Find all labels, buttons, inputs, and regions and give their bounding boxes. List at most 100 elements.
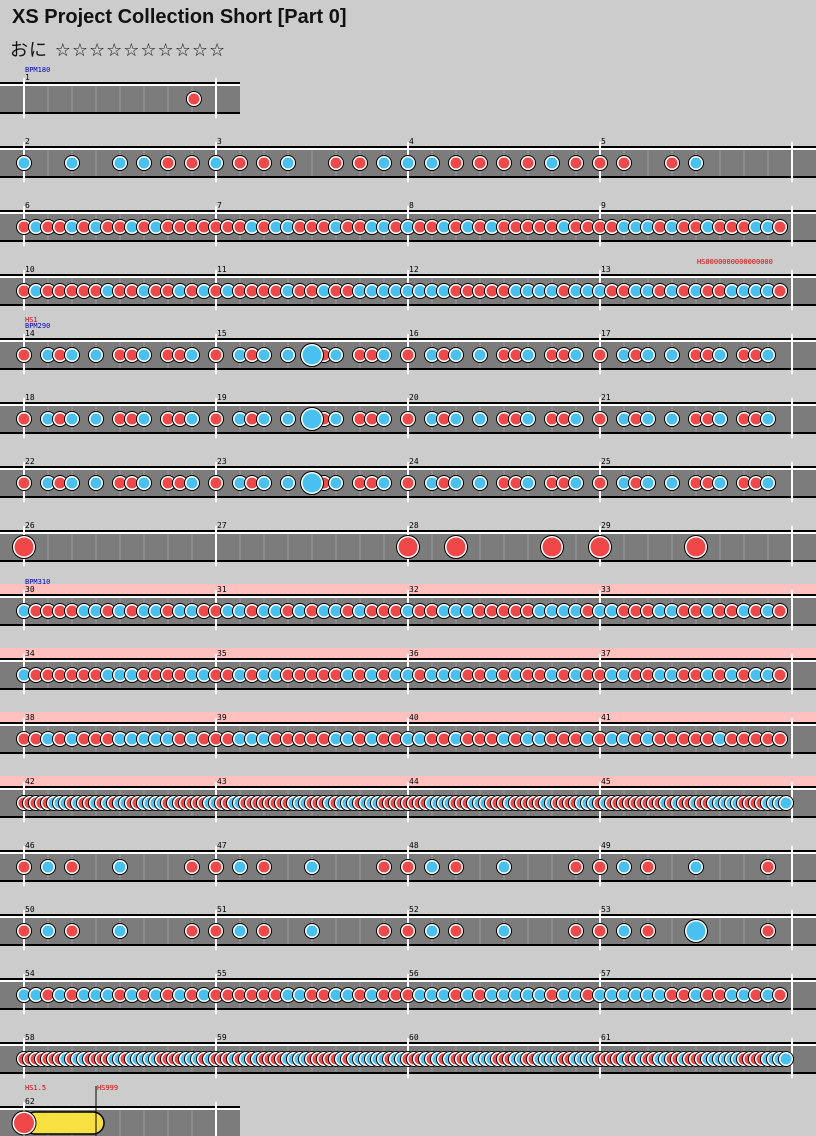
don-note bbox=[618, 285, 630, 297]
don-note bbox=[18, 349, 30, 361]
ka-note bbox=[686, 921, 706, 941]
measure-number: 8 bbox=[409, 201, 414, 210]
measure-number: 59 bbox=[217, 1033, 227, 1042]
don-note bbox=[726, 605, 738, 617]
don-note bbox=[42, 669, 54, 681]
don-note bbox=[258, 221, 270, 233]
ka-note bbox=[66, 349, 78, 361]
measure-number: 2 bbox=[25, 137, 30, 146]
don-note bbox=[486, 605, 498, 617]
ka-note bbox=[258, 669, 270, 681]
ka-note bbox=[126, 989, 138, 1001]
don-note bbox=[258, 285, 270, 297]
don-note bbox=[750, 413, 762, 425]
ka-note bbox=[570, 989, 582, 1001]
don-note bbox=[582, 989, 594, 1001]
don-note bbox=[630, 413, 642, 425]
don-note bbox=[354, 221, 366, 233]
ka-note bbox=[42, 861, 54, 873]
don-note bbox=[750, 349, 762, 361]
measure-number: 49 bbox=[601, 841, 611, 850]
don-note bbox=[222, 669, 234, 681]
ka-note bbox=[186, 413, 198, 425]
don-note bbox=[294, 285, 306, 297]
measure-number: 4 bbox=[409, 137, 414, 146]
ka-note bbox=[594, 605, 606, 617]
don-note bbox=[690, 221, 702, 233]
ka-note bbox=[474, 477, 486, 489]
ka-note bbox=[642, 285, 654, 297]
measure-number: 42 bbox=[25, 777, 35, 786]
don-note bbox=[54, 285, 66, 297]
don-note bbox=[246, 669, 258, 681]
ka-note bbox=[234, 605, 246, 617]
measure-number: 23 bbox=[217, 457, 227, 466]
ka-note bbox=[18, 157, 30, 169]
ka-note bbox=[438, 669, 450, 681]
ka-note bbox=[606, 989, 618, 1001]
don-note bbox=[594, 861, 606, 873]
don-note bbox=[306, 733, 318, 745]
don-note bbox=[402, 989, 414, 1001]
don-note bbox=[570, 925, 582, 937]
don-note bbox=[438, 413, 450, 425]
don-note bbox=[114, 413, 126, 425]
scroll-mark: BPM180 bbox=[25, 66, 50, 74]
ka-note bbox=[762, 477, 774, 489]
don-note bbox=[114, 477, 126, 489]
ka-note bbox=[66, 477, 78, 489]
ka-note bbox=[780, 1053, 792, 1065]
ka-note bbox=[414, 733, 426, 745]
scroll-mark: HS1.5 bbox=[25, 1084, 46, 1092]
ka-note bbox=[654, 605, 666, 617]
lane-top-border bbox=[0, 82, 240, 84]
don-note bbox=[642, 861, 654, 873]
ka-note bbox=[426, 925, 438, 937]
measure-number: 55 bbox=[217, 969, 227, 978]
measure-number: 13 bbox=[601, 265, 611, 274]
don-note bbox=[318, 221, 330, 233]
don-note bbox=[354, 733, 366, 745]
ka-note bbox=[66, 157, 78, 169]
don-note bbox=[558, 349, 570, 361]
scroll-mark: BPM310 bbox=[25, 578, 50, 586]
don-note bbox=[66, 669, 78, 681]
don-note bbox=[378, 925, 390, 937]
ka-note bbox=[186, 349, 198, 361]
ka-note bbox=[498, 925, 510, 937]
don-note bbox=[390, 605, 402, 617]
ka-note bbox=[642, 477, 654, 489]
ka-note bbox=[522, 285, 534, 297]
don-note bbox=[630, 349, 642, 361]
ka-note bbox=[66, 733, 78, 745]
ka-note bbox=[30, 989, 42, 1001]
scroll-mark: BPM290 bbox=[25, 322, 50, 330]
ka-note bbox=[186, 733, 198, 745]
don-note bbox=[162, 285, 174, 297]
don-note bbox=[630, 605, 642, 617]
ka-note bbox=[426, 349, 438, 361]
ka-note bbox=[330, 605, 342, 617]
don-note bbox=[714, 989, 726, 1001]
ka-note bbox=[270, 605, 282, 617]
ka-note bbox=[510, 285, 522, 297]
ka-note bbox=[90, 605, 102, 617]
ka-note bbox=[90, 221, 102, 233]
drumroll-head bbox=[12, 1111, 36, 1135]
ka-note bbox=[450, 477, 462, 489]
don-note bbox=[42, 285, 54, 297]
ka-note bbox=[258, 733, 270, 745]
don-note bbox=[378, 861, 390, 873]
don-note bbox=[558, 669, 570, 681]
ka-note bbox=[402, 221, 414, 233]
ka-note bbox=[282, 221, 294, 233]
ka-note bbox=[126, 221, 138, 233]
don-note bbox=[18, 285, 30, 297]
don-note bbox=[774, 989, 786, 1001]
don-note bbox=[126, 285, 138, 297]
ka-note bbox=[450, 669, 462, 681]
ka-note bbox=[318, 285, 330, 297]
ka-note bbox=[570, 349, 582, 361]
ka-note bbox=[462, 605, 474, 617]
ka-note bbox=[102, 285, 114, 297]
